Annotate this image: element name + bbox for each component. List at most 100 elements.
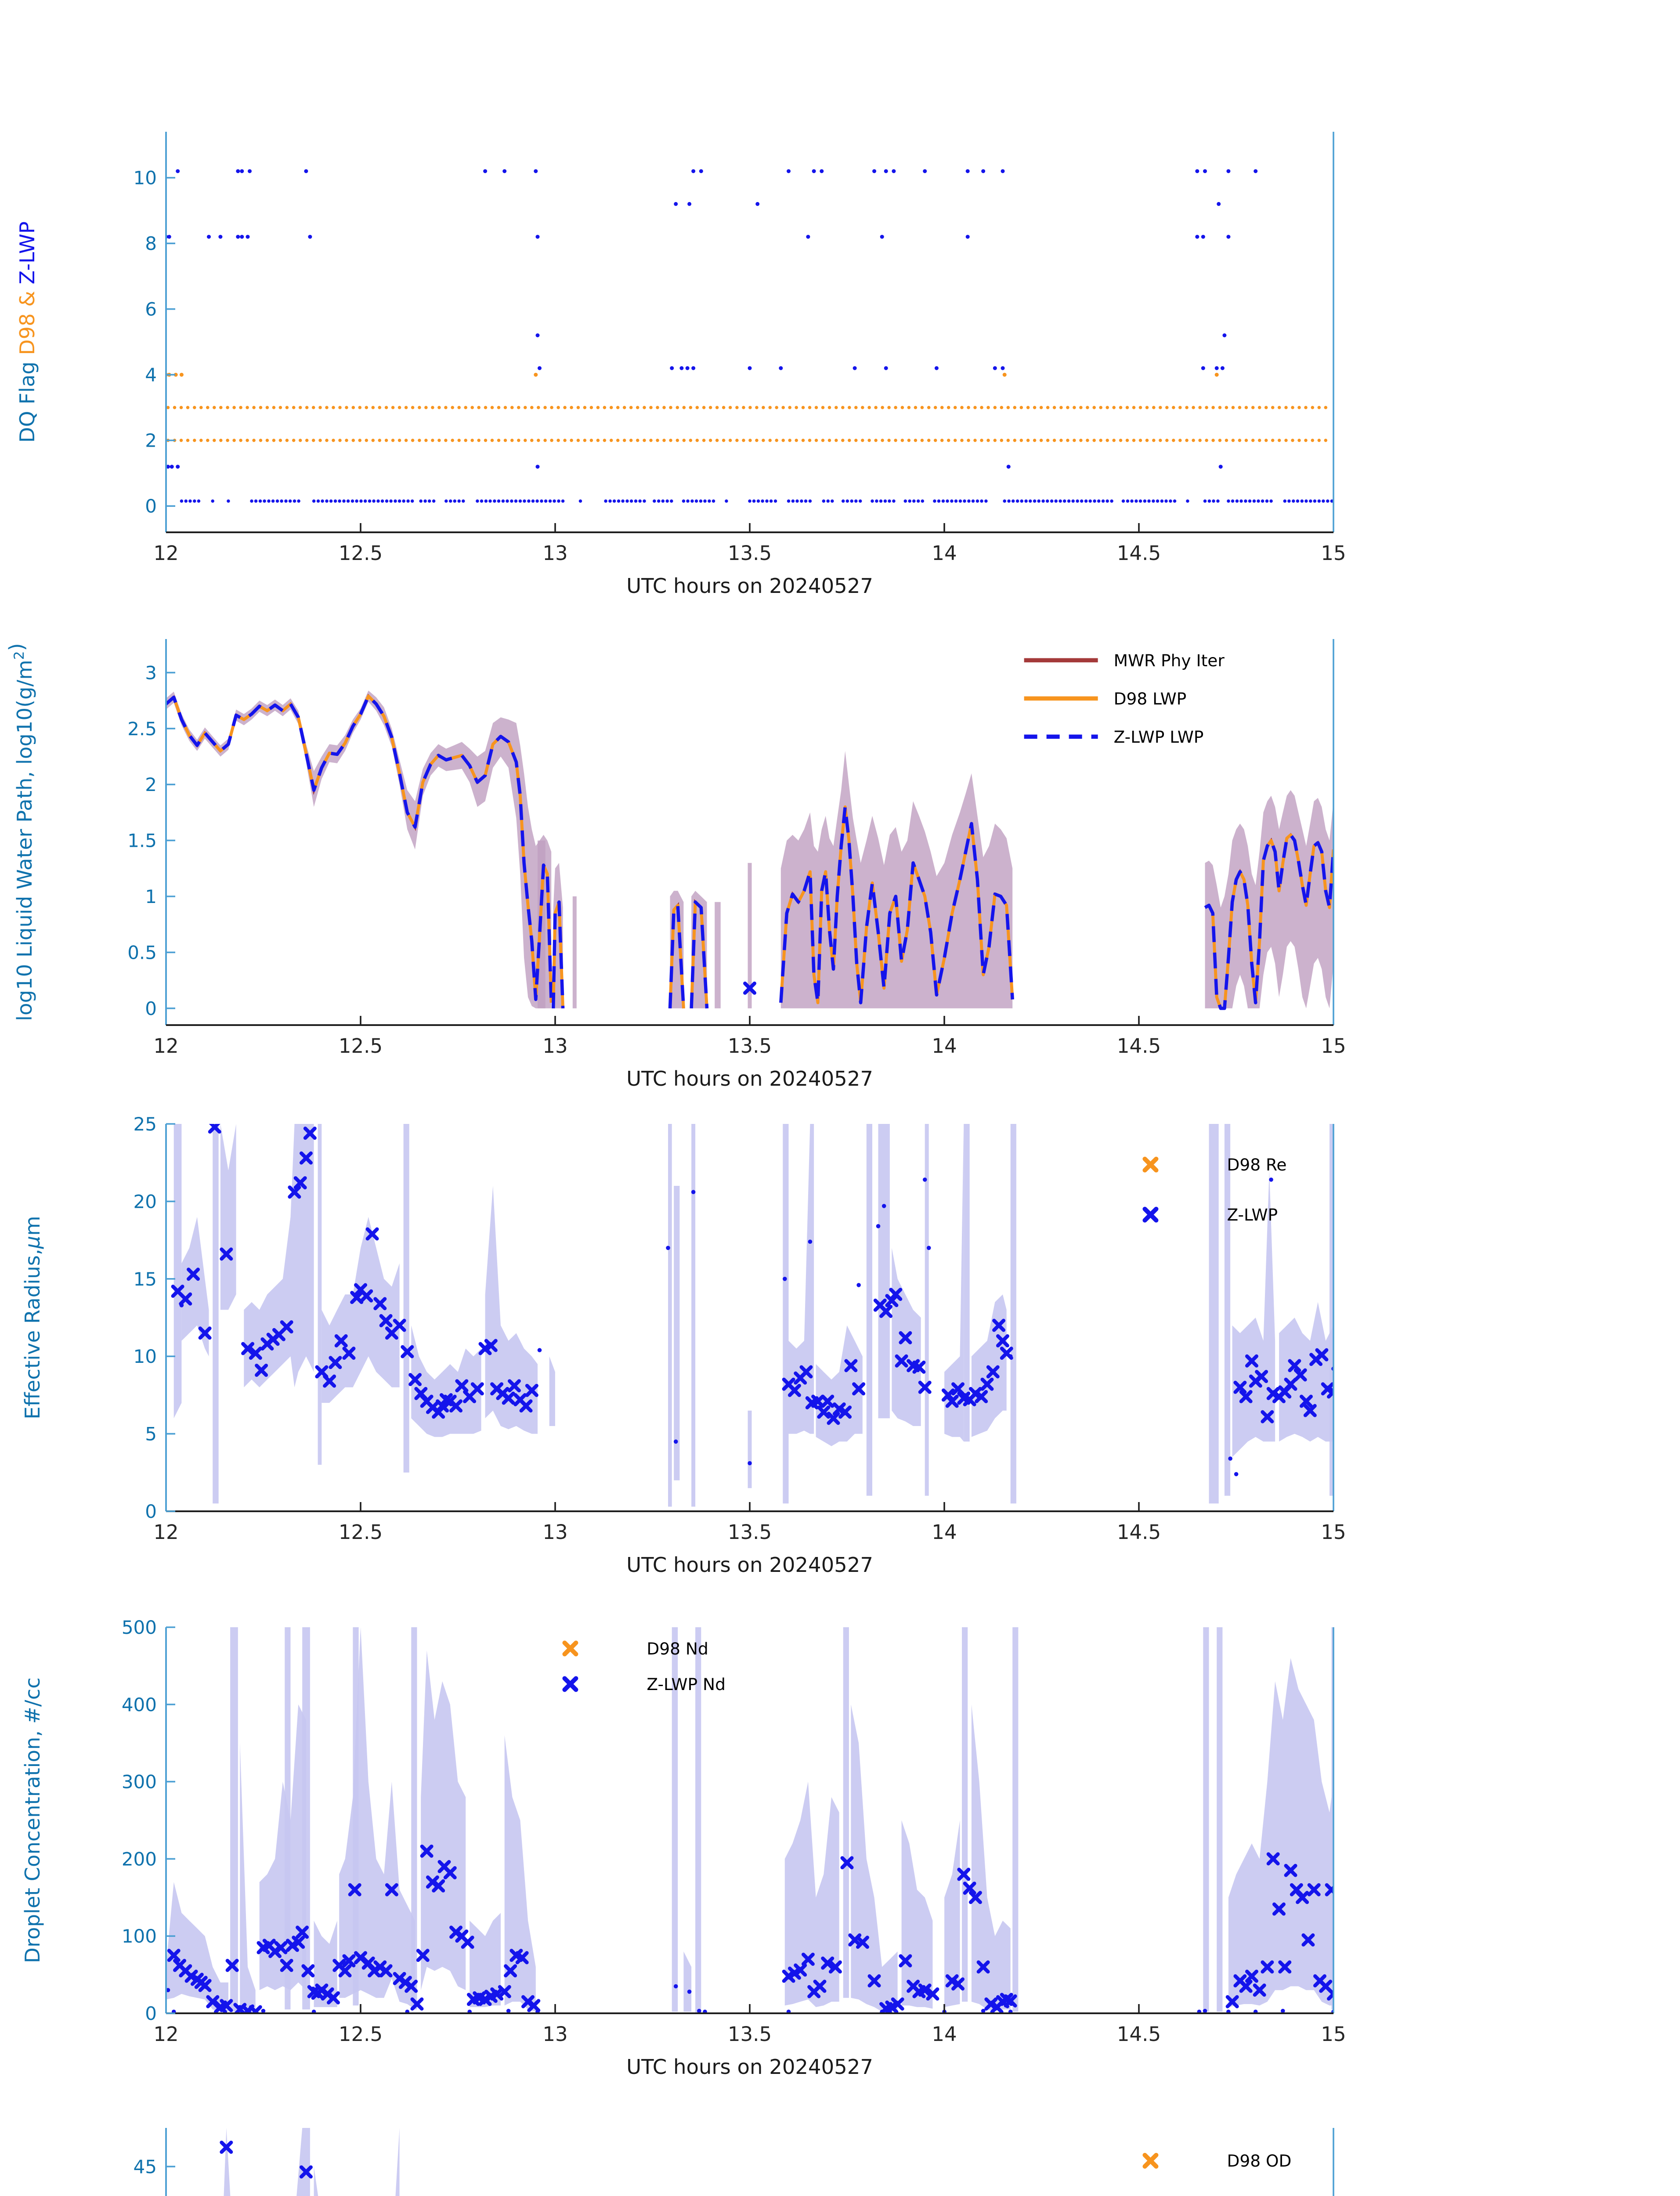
flag-dot [1041,499,1045,503]
x-marker [420,1844,434,1858]
flag-dot [448,499,452,503]
flag-dot [318,406,322,409]
flag-dot [923,169,927,173]
flag-dot [1092,406,1096,409]
flag-dot [535,465,540,469]
flag-dot [690,499,694,503]
flag-dot [779,366,783,370]
uncertainty-band [504,1735,536,2012]
flag-dot [1152,438,1156,442]
flag-dot [199,406,203,409]
flag-dot [643,438,646,442]
flag-dot [1225,406,1228,409]
flag-dot [272,406,276,409]
flag-dot [854,438,858,442]
x-marker [478,1342,492,1355]
flag-dot [1156,499,1160,503]
dot-marker [1197,2009,1202,2013]
flag-dot [227,499,230,503]
flag-dot [804,499,808,503]
flag-dot [636,406,639,409]
flag-dot [298,438,302,442]
flag-dot [550,438,553,442]
flag-dot [376,499,380,503]
panel-lwp: 0 0.5 1 1.5 2 2.5 3 12 12.5 13 13.5 14 14.5 15 UTC hou… [5,639,1346,1091]
flag-dot [1026,406,1030,409]
x-tick-label: 14.5 [1117,2023,1161,2046]
y-tick-label: 8 [145,233,157,254]
x-marker [996,1334,1009,1347]
flag-dot [523,499,526,503]
x-marker [1245,1354,1258,1368]
flag-dot [297,499,300,503]
flag-dot [311,438,315,442]
x-marker [274,1941,288,1954]
flag-dot [884,366,888,370]
x-tick-label: 12.5 [339,1521,383,1544]
panel-droplet-concentration: 0 100 200 300 400 500 12 12.5 13 13.5 14 14.5 15 UTC … [21,1617,1346,2079]
flag-dot [603,438,607,442]
x-marker [410,1997,424,2011]
flag-dot [240,169,244,173]
flag-dot [887,438,891,442]
flag-dot [477,438,481,442]
flag-dot [179,438,183,442]
flag-dot [827,406,831,409]
flag-dot [616,438,620,442]
flag-dot [1059,499,1062,503]
dot-marker [687,1990,692,1994]
y-tick-label: 0 [145,495,157,517]
flag-dot [298,406,302,409]
flag-dot [423,499,427,503]
x-marker [461,1936,474,1949]
flag-dot [1220,366,1225,370]
x-marker [498,1985,511,1998]
flag-dot [1125,438,1129,442]
flag-dot [365,406,369,409]
flag-dot [1169,499,1172,503]
flag-dot [735,438,739,442]
flag-dot [1046,406,1050,409]
uncertainty-band [230,1627,238,2012]
legend: D98 Re Z-LWP [1142,1155,1286,1224]
flag-points-z-lwp-y5.2 [535,333,1227,337]
flag-dot [826,499,830,503]
flag-dot [940,438,944,442]
x-marker [1004,1994,1017,2008]
flag-dot [236,235,240,239]
flag-dot [1033,406,1037,409]
uncertainty-band [695,1627,701,2013]
x-tick-label: 13 [542,1034,567,1058]
flag-dot [769,499,773,503]
flag-dot [1226,169,1231,173]
flag-dot [1198,438,1202,442]
flag-dot [912,499,916,503]
flag-dot [756,499,760,503]
flag-dot [629,406,633,409]
flag-dot [768,438,772,442]
flag-dot [480,499,484,503]
flag-dot [1145,406,1149,409]
x-marker [443,1866,457,1880]
flag-dot [1147,499,1151,503]
x-marker [342,1347,356,1360]
x-marker [225,1959,239,1972]
flag-dot [638,499,642,503]
flag-dot [676,406,679,409]
flag-dot [292,438,296,442]
flag-dot [1088,499,1092,503]
flag-dot [1173,499,1177,503]
flag-dot [1192,438,1195,442]
flag-dot [166,406,170,409]
flag-dot [535,235,540,239]
flag-dot [397,406,401,409]
uncertainty-band [674,1186,680,1481]
flag-dot [563,406,567,409]
flag-dot [1214,372,1219,377]
flag-dot [176,465,180,469]
x-marker [416,1949,430,1962]
flag-dot [795,438,798,442]
dot-markers-z-lwp [179,1177,1333,1477]
flag-dot [589,406,593,409]
flag-dot [1257,499,1260,503]
